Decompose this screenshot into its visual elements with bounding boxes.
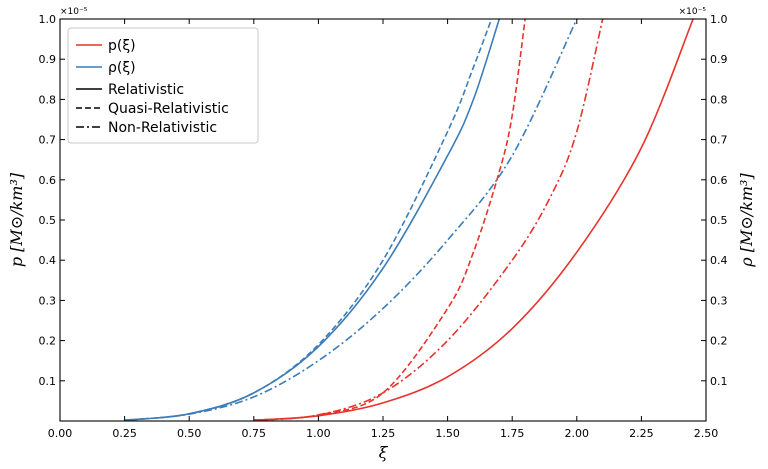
x-axis-label: ξ: [379, 443, 389, 462]
x-tick-label: 0.00: [48, 427, 73, 440]
series-layer: [124, 18, 694, 421]
x-tick-label: 0.75: [242, 427, 267, 440]
series-p-non-relativistic: [253, 18, 604, 421]
y-tick-label-right: 0.9: [710, 53, 728, 66]
y-tick-label-left: 0.9: [39, 53, 57, 66]
multiplier-left: ×10⁻⁵: [60, 7, 88, 17]
y-tick-label-left: 1.0: [39, 13, 57, 26]
series-rho-non-relativistic: [124, 18, 578, 421]
y-tick-label-right: 0.1: [710, 375, 728, 388]
y-tick-label-left: 0.1: [39, 375, 57, 388]
x-tick-label: 1.25: [371, 427, 396, 440]
legend-label-quasi: Quasi-Relativistic: [108, 101, 229, 117]
multiplier-right: ×10⁻⁵: [679, 7, 707, 17]
y-tick-label-right: 1.0: [710, 13, 728, 26]
y-tick-label-left: 0.7: [39, 134, 57, 147]
y-axis-label-left: p [M⊙/km³]: [7, 172, 26, 267]
y-tick-label-right: 0.8: [710, 93, 728, 106]
y-tick-label-left: 0.6: [39, 174, 57, 187]
y-tick-label-right: 0.6: [710, 174, 728, 187]
y-tick-label-left: 0.4: [39, 254, 57, 267]
y-tick-label-left: 0.2: [39, 335, 57, 348]
x-tick-label: 2.00: [565, 427, 590, 440]
x-tick-label: 1.75: [500, 427, 525, 440]
legend-label-relativistic: Relativistic: [108, 82, 184, 98]
legend-label-rho: ρ(ξ): [108, 60, 136, 76]
legend-label-p: p(ξ): [108, 38, 136, 54]
y-tick-label-right: 0.5: [710, 214, 728, 227]
y-tick-label-right: 0.4: [710, 254, 728, 267]
x-tick-label: 2.25: [629, 427, 654, 440]
y-tick-label-left: 0.8: [39, 93, 57, 106]
y-tick-label-right: 0.2: [710, 335, 728, 348]
series-rho-quasi-relativistic: [124, 18, 493, 421]
legend: p(ξ) ρ(ξ) Relativistic Quasi-Relativisti…: [67, 27, 259, 144]
y-tick-label-left: 0.5: [39, 214, 57, 227]
series-p-quasi-relativistic: [253, 18, 526, 421]
y-tick-label-right: 0.3: [710, 294, 728, 307]
x-tick-label: 0.50: [177, 427, 202, 440]
legend-box: [67, 27, 259, 144]
ticks-layer: 0.00 0.25 0.50 0.75 1.00 1.25 1.50 1.75 2.00 2.25…: [39, 13, 728, 440]
y-axis-label-right: ρ [M⊙/km³]: [737, 173, 756, 268]
legend-label-nonrel: Non-Relativistic: [108, 120, 217, 136]
x-tick-label: 0.25: [112, 427, 137, 440]
x-tick-label: 1.00: [306, 427, 331, 440]
y-tick-label-right: 0.7: [710, 134, 728, 147]
x-tick-label: 1.50: [435, 427, 460, 440]
x-tick-label: 2.50: [694, 427, 719, 440]
y-tick-label-left: 0.3: [39, 294, 57, 307]
series-p-relativistic: [253, 18, 694, 421]
